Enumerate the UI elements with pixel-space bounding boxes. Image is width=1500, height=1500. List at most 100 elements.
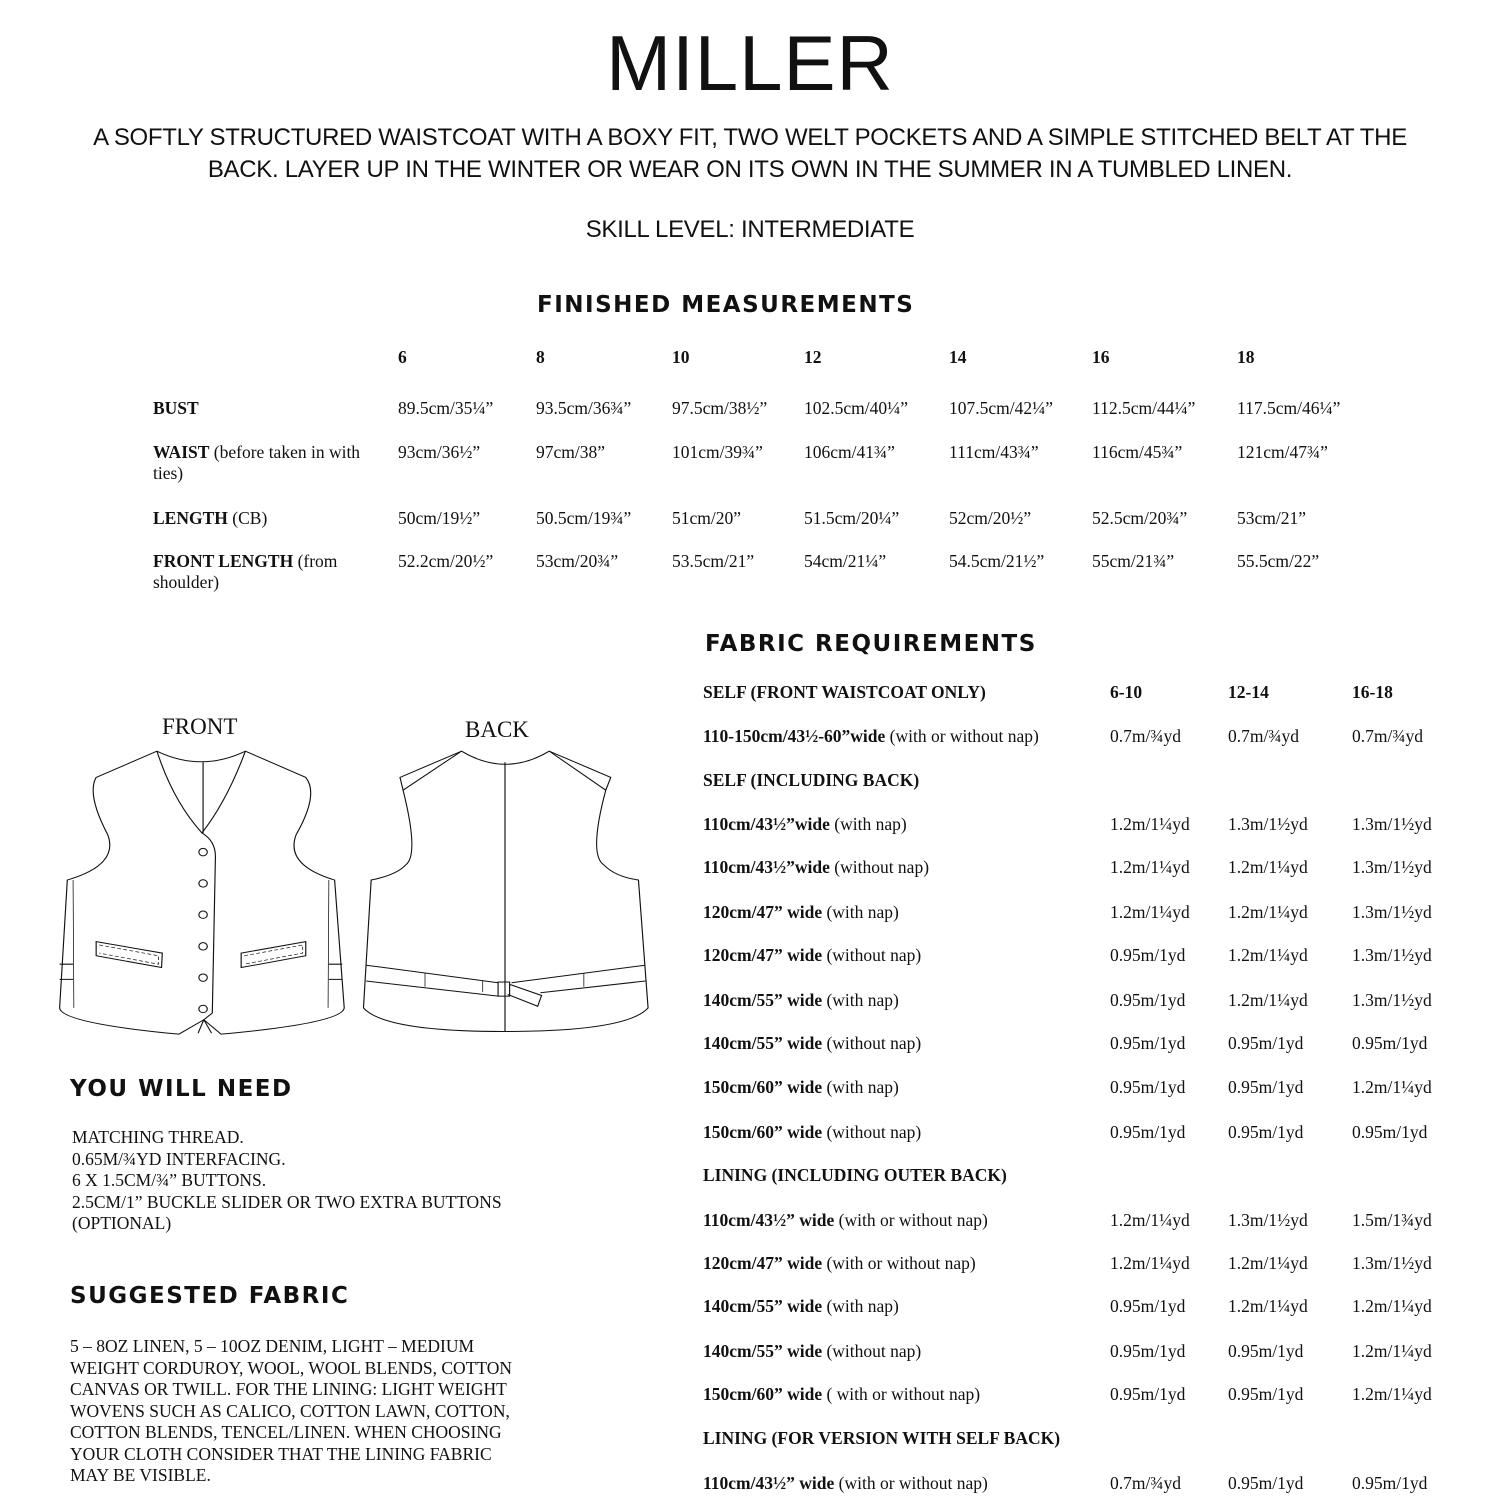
size-header: 14 [949,347,967,367]
fabric-row-label: 150cm/60” wide (with nap) [703,1077,899,1098]
fabric-amount: 0.7m/¾yd [1228,726,1299,746]
fabric-note: (with or without nap) [885,726,1039,746]
measurement-note: (before taken in with [209,442,361,462]
measurement-value: 106cm/41¾” [804,442,895,462]
fabric-section-label: LINING (INCLUDING OUTER BACK) [703,1165,1007,1186]
fabric-amount: 1.2m/1¼yd [1352,1077,1432,1097]
fabric-amount: 0.95m/1yd [1110,1077,1186,1097]
measurement-value: 50cm/19½” [398,508,481,528]
measurement-value: 53cm/21” [1237,508,1307,528]
fabric-width: 110cm/43½” wide [703,1210,835,1230]
fabric-amount: 1.2m/1¼yd [1110,902,1190,922]
fabric-note: (with nap) [822,1077,899,1097]
fabric-amount: 1.2m/1¼yd [1110,1253,1190,1273]
fabric-width: 150cm/60” wide [703,1384,823,1404]
measurement-value: 97.5cm/38½” [672,398,768,418]
fabric-amount: 0.95m/1yd [1110,1122,1186,1142]
fabric-width: 140cm/55” wide [703,1033,823,1053]
fabric-row-label: 150cm/60” wide ( with or without nap) [703,1384,980,1405]
skill-level: SKILL LEVEL: INTERMEDIATE [585,216,915,243]
text-line: WEIGHT CORDUROY, WOOL, WOOL BLENDS, COTT… [70,1357,513,1378]
fabric-note: (with nap) [822,902,899,922]
finished-measurements-heading: FINISHED MEASUREMENTS [537,292,915,318]
fabric-amount: 1.2m/1¼yd [1352,1341,1432,1361]
fabric-width: 140cm/55” wide [703,1341,823,1361]
you-will-need-list: MATCHING THREAD. 0.65M/¾YD INTERFACING. 6 … [72,1127,502,1235]
list-item: 6 X 1.5CM/¾” BUTTONS. [72,1170,267,1190]
fabric-note: (without nap) [822,945,922,965]
fabric-width: SELF (FRONT WAISTCOAT ONLY) [703,682,986,702]
fabric-amount: 0.95m/1yd [1228,1033,1304,1053]
fabric-note: (with or without nap) [822,1253,976,1273]
measurement-value: 51.5cm/20¼” [804,508,900,528]
fabric-amount: 1.2m/1¼yd [1352,1296,1432,1316]
fabric-row-label: 110cm/43½”wide (with nap) [703,814,907,835]
measurement-row-label: BUST [153,398,199,419]
fabric-section-label: SELF (INCLUDING BACK) [703,770,919,791]
fabric-amount: 1.2m/1¼yd [1352,1384,1432,1404]
measurement-row-label: WAIST (before taken in with [153,442,360,463]
fabric-width: 140cm/55” wide [703,1296,823,1316]
fabric-amount: 0.95m/1yd [1352,1033,1428,1053]
size-range-header: 6-10 [1110,682,1143,702]
text-line: YOUR CLOTH CONSIDER THAT THE LINING FABR… [70,1443,492,1464]
size-header: 12 [804,347,822,367]
fabric-amount: 1.2m/1¼yd [1110,814,1190,834]
fabric-note: (with or without nap) [834,1473,988,1493]
fabric-amount: 0.95m/1yd [1228,1384,1304,1404]
fabric-width: 150cm/60” wide [703,1122,823,1142]
fabric-amount: 0.95m/1yd [1110,1033,1186,1053]
measurement-value: 52.2cm/20½” [398,551,494,571]
fabric-amount: 0.95m/1yd [1352,1122,1428,1142]
fabric-note: (with nap) [822,990,899,1010]
fabric-amount: 0.95m/1yd [1110,1296,1186,1316]
measurement-note: (CB) [227,508,268,528]
fabric-amount: 1.3m/1½yd [1352,1253,1432,1273]
measurement-value: 54.5cm/21½” [949,551,1045,571]
button-icons [198,847,208,1014]
measurement-name: LENGTH [153,508,228,528]
fabric-amount: 0.95m/1yd [1228,1077,1304,1097]
page-title: MILLER [606,19,894,107]
waistcoat-illustration [59,750,649,1035]
buckle-icon [497,981,511,997]
fabric-row-label: 120cm/47” wide (with or without nap) [703,1253,976,1274]
measurement-value: 55cm/21¾” [1092,551,1175,571]
fabric-amount: 0.95m/1yd [1110,945,1186,965]
measurement-value: 53.5cm/21” [672,551,755,571]
text-line: CANVAS OR TWILL. FOR THE LINING: LIGHT W… [70,1379,507,1399]
fabric-amount: 0.95m/1yd [1110,1384,1186,1404]
fabric-note: (with nap) [829,814,907,834]
measurement-value: 52cm/20½” [949,508,1032,528]
text-line: 5 – 8OZ LINEN, 5 – 10OZ DENIM, LIGHT – M… [70,1336,475,1356]
fabric-row-label: 110cm/43½” wide (with or without nap) [703,1210,988,1231]
fabric-width: 110cm/43½”wide [703,857,830,877]
fabric-row-label: 140cm/55” wide (without nap) [703,1033,921,1054]
fabric-row-label: 140cm/55” wide (without nap) [703,1341,921,1362]
fabric-amount: 0.7m/¾yd [1352,726,1423,746]
fabric-amount: 0.7m/¾yd [1110,1473,1181,1493]
measurement-value: 93cm/36½” [398,442,481,462]
fabric-amount: 1.3m/1½yd [1228,1210,1308,1230]
fabric-amount: 0.7m/¾yd [1110,726,1181,746]
fabric-row-label: 140cm/55” wide (with nap) [703,1296,899,1317]
fabric-note: (without nap) [822,1341,922,1361]
measurement-value: 102.5cm/40¼” [804,398,909,418]
fabric-width: 110cm/43½”wide [703,814,830,834]
suggested-fabric-text: 5 – 8OZ LINEN, 5 – 10OZ DENIM, LIGHT – M… [70,1336,512,1487]
measurement-note-cont: ties) [153,463,184,483]
measurement-value: 93.5cm/36¾” [536,398,632,418]
fabric-requirements-heading: FABRIC REQUIREMENTS [705,631,1037,657]
measurement-value: 54cm/21¼” [804,551,887,571]
description-line-2: BACK. LAYER UP IN THE WINTER OR WEAR ON … [207,156,1293,183]
measurement-row-label: LENGTH (CB) [153,508,267,529]
fabric-amount: 0.95m/1yd [1228,1341,1304,1361]
measurement-value: 101cm/39¾” [672,442,763,462]
measurement-value: 97cm/38” [536,442,606,462]
fabric-amount: 0.95m/1yd [1110,1341,1186,1361]
fabric-amount: 0.95m/1yd [1228,1473,1304,1493]
measurement-value: 121cm/47¾” [1237,442,1328,462]
fabric-amount: 1.2m/1¼yd [1110,1210,1190,1230]
measurement-value: 117.5cm/46¼” [1237,398,1341,418]
back-waistcoat-drawing [362,750,649,1032]
